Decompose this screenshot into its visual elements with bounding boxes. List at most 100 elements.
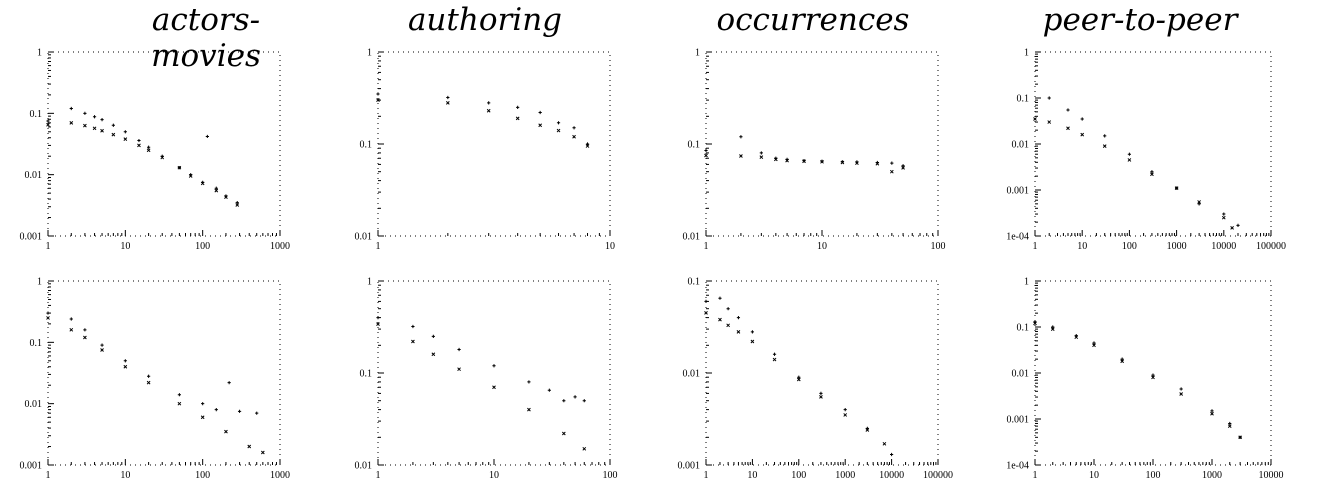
data-point-cross bbox=[1174, 186, 1179, 190]
data-point-cross bbox=[561, 431, 566, 436]
data-point-cross bbox=[1210, 411, 1214, 416]
y-tick-label: 0.1 bbox=[360, 369, 373, 380]
data-point-cross bbox=[820, 159, 824, 164]
data-point-plus bbox=[255, 411, 259, 415]
y-tick-label: 1 bbox=[367, 277, 372, 288]
data-point-cross bbox=[840, 160, 845, 165]
data-point-cross bbox=[718, 317, 722, 322]
data-point-cross bbox=[177, 401, 182, 406]
data-point-plus bbox=[1092, 341, 1096, 345]
data-point-plus bbox=[750, 330, 754, 334]
plot-frame bbox=[377, 51, 611, 237]
data-point-plus bbox=[376, 316, 380, 320]
plot-frame bbox=[1034, 51, 1272, 237]
data-point-plus bbox=[556, 121, 561, 125]
y-tick-label: 0.001 bbox=[20, 461, 43, 472]
column-title-authoring: authoring bbox=[407, 2, 563, 38]
data-point-plus bbox=[562, 399, 566, 403]
data-point-cross bbox=[772, 357, 777, 362]
data-point-plus bbox=[111, 123, 115, 127]
x-tick-label: 100000 bbox=[923, 470, 953, 481]
data-point-cross bbox=[572, 134, 576, 139]
data-point-plus bbox=[446, 95, 450, 100]
data-point-plus bbox=[1066, 108, 1070, 112]
data-point-plus bbox=[1150, 170, 1154, 174]
data-point-cross bbox=[92, 126, 97, 131]
data-point-cross bbox=[704, 153, 708, 158]
data-point-cross bbox=[100, 128, 104, 133]
data-point-plus bbox=[547, 388, 551, 392]
data-point-cross bbox=[111, 132, 116, 137]
data-point-cross bbox=[1102, 144, 1107, 148]
y-tick-label: 0.001 bbox=[20, 232, 43, 243]
data-point-plus bbox=[759, 151, 763, 155]
y-tick-label: 1 bbox=[37, 277, 42, 288]
y-tick-label: 0.01 bbox=[1012, 369, 1030, 380]
data-point-plus bbox=[736, 316, 741, 320]
data-point-plus bbox=[704, 299, 708, 304]
data-point-cross bbox=[260, 450, 265, 455]
data-point-cross bbox=[100, 348, 104, 352]
data-point-cross bbox=[123, 364, 128, 369]
data-point-cross bbox=[411, 339, 415, 344]
data-point-plus bbox=[582, 399, 586, 403]
data-point-cross bbox=[214, 188, 219, 193]
panel-peer-to-peer-row-2: 1 10 100 1000 10000 1e-04 0.001 0.01 0.1 1 bbox=[1006, 277, 1283, 482]
plot-frame bbox=[47, 280, 281, 466]
plot-frame bbox=[47, 51, 281, 237]
x-tick-label: 1 bbox=[46, 470, 51, 481]
x-tick-label: 10 bbox=[120, 241, 130, 252]
x-tick-label: 1 bbox=[46, 241, 51, 252]
data-point-plus bbox=[572, 126, 576, 130]
data-point-cross bbox=[1238, 435, 1243, 440]
data-point-plus bbox=[516, 105, 520, 109]
data-point-cross bbox=[146, 148, 151, 153]
plot-frame bbox=[705, 280, 939, 466]
data-point-plus bbox=[739, 135, 743, 139]
data-point-plus bbox=[431, 334, 435, 338]
data-point-cross bbox=[739, 154, 743, 158]
data-point-plus bbox=[147, 374, 151, 378]
y-tick-label: 1e-04 bbox=[1006, 232, 1029, 243]
y-tick-label: 0.01 bbox=[683, 232, 701, 243]
data-point-cross bbox=[556, 128, 561, 133]
data-point-cross bbox=[83, 335, 87, 340]
data-point-plus bbox=[235, 201, 239, 205]
data-point-cross bbox=[875, 161, 880, 166]
data-point-cross bbox=[46, 122, 50, 127]
x-tick-label: 100 bbox=[791, 470, 806, 481]
x-tick-label: 10000 bbox=[879, 470, 904, 481]
data-point-cross bbox=[785, 158, 789, 163]
x-tick-label: 1000 bbox=[835, 470, 855, 481]
data-point-plus bbox=[123, 359, 127, 363]
data-point-plus bbox=[704, 148, 708, 153]
data-point-cross bbox=[773, 157, 778, 162]
data-point-cross bbox=[819, 395, 823, 399]
panel-authoring-row-1: 1 10 0.01 0.1 1 bbox=[355, 48, 616, 253]
x-tick-label: 100 bbox=[603, 470, 618, 481]
y-tick-label: 1 bbox=[367, 48, 372, 59]
data-point-cross bbox=[527, 407, 531, 412]
data-point-cross bbox=[1066, 126, 1070, 131]
x-tick-label: 10 bbox=[120, 470, 130, 481]
x-tick-label: 1000 bbox=[270, 241, 290, 252]
panel-actors-movies-row-2: 1 10 100 1000 0.001 0.01 0.1 1 bbox=[20, 277, 291, 482]
y-tick-label: 0.1 bbox=[688, 140, 701, 151]
panel-actors-movies-row-1: 1 10 100 1000 0.001 0.01 0.1 1 bbox=[20, 48, 291, 253]
plot-frame bbox=[705, 51, 939, 237]
data-point-plus bbox=[457, 347, 461, 352]
data-point-plus bbox=[901, 164, 905, 168]
data-point-plus bbox=[573, 395, 577, 399]
data-point-cross bbox=[1127, 158, 1132, 162]
data-point-plus bbox=[92, 115, 97, 119]
data-point-cross bbox=[247, 444, 252, 449]
x-tick-label: 10 bbox=[747, 470, 757, 481]
panel-occurrences-row-2: 1 10 100 1000 10000 100000 0.001 0.01 0.1 bbox=[678, 277, 954, 482]
data-point-plus bbox=[1047, 96, 1051, 100]
data-point-cross bbox=[1151, 375, 1155, 380]
data-point-cross bbox=[889, 169, 894, 174]
data-point-cross bbox=[1120, 359, 1125, 364]
data-point-plus bbox=[1197, 202, 1201, 206]
y-tick-label: 0.01 bbox=[355, 232, 373, 243]
